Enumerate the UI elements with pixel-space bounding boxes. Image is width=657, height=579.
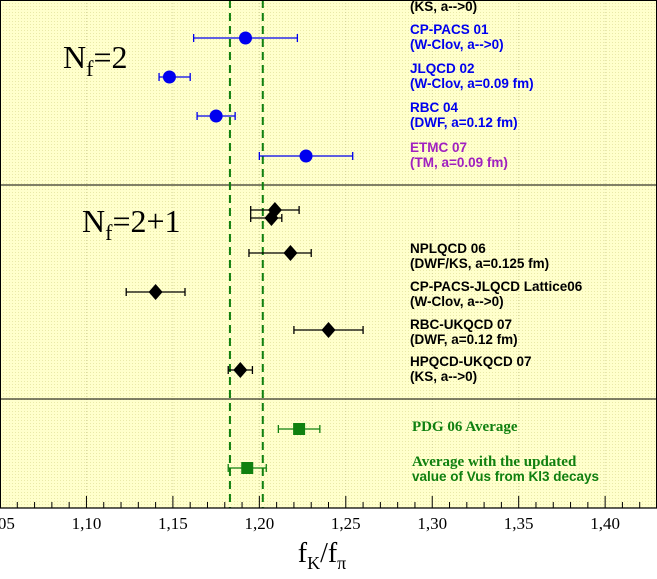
plot-background (0, 0, 657, 508)
point-name-label: RBC 04 (410, 100, 459, 115)
x-tick-label: 1,30 (417, 514, 447, 533)
point-detail-label: value of Vus from Kl3 decays (412, 469, 599, 484)
diamond-marker (283, 245, 298, 261)
square-marker (241, 462, 254, 474)
point-name-label: PDG 06 Average (412, 419, 518, 435)
point-name-label: JLQCD 02 (410, 61, 475, 76)
circle-marker (162, 70, 176, 84)
data-point: JLQCD 02(W-Clov, a=0.09 fm) (158, 61, 534, 91)
point-name-label: ETMC 07 (410, 140, 467, 155)
circle-marker (299, 149, 313, 163)
data-point: HPQCD-UKQCD 07(KS, a-->0) (227, 354, 532, 384)
group-label: Nf=2+1 (82, 203, 181, 245)
point-name-label: HPQCD-UKQCD 07 (410, 354, 532, 369)
data-point: RBC-UKQCD 07(DWF, a=0.12 fm) (293, 317, 518, 347)
point-detail-label: (KS, a-->0) (410, 0, 477, 14)
data-point: PDG 06 Average (277, 419, 518, 435)
point-detail-label: (DWF/KS, a=0.125 fm) (410, 256, 549, 271)
x-tick-label: 1,25 (331, 514, 361, 533)
point-name-label: RBC-UKQCD 07 (410, 317, 512, 332)
point-name-label: Average with the updated (412, 454, 577, 470)
point-detail-label: (TM, a=0.09 fm) (410, 155, 508, 170)
point-name-label: CP-PACS 01 (410, 22, 489, 37)
data-point: RBC 04(DWF, a=0.12 fm) (196, 100, 518, 130)
data-point: NPLQCD 06(DWF/KS, a=0.125 fm) (248, 241, 549, 271)
point-name-label: NPLQCD 06 (410, 241, 486, 256)
x-tick-label: 1,05 (0, 514, 15, 533)
x-tick-label: 1,15 (158, 514, 188, 533)
diamond-marker (148, 284, 163, 300)
group-label: Nf=2 (63, 39, 127, 81)
point-detail-label: (W-Clov, a=0.09 fm) (410, 76, 534, 91)
x-ticks: 1,05 1,10 1,15 1,20 1,25 1,30 1,35 1,40 (0, 496, 657, 533)
point-detail-label: (W-Clov, a-->0) (410, 294, 504, 309)
point-detail-label: (DWF, a=0.12 fm) (410, 332, 518, 347)
circle-marker (209, 109, 223, 123)
data-point: CP-PACS 01(W-Clov, a-->0) (192, 22, 504, 52)
circle-marker (239, 31, 253, 45)
point-detail-label: (DWF, a=0.12 fm) (410, 115, 518, 130)
x-tick-label: 1,20 (244, 514, 274, 533)
grid-lines (0, 0, 606, 508)
point-detail-label: (KS, a-->0) (410, 369, 477, 384)
diamond-marker (321, 322, 336, 338)
data-point (250, 210, 283, 226)
x-tick-label: 1,40 (590, 514, 620, 533)
point-name-label: CP-PACS-JLQCD Lattice06 (410, 279, 583, 294)
square-marker (293, 423, 306, 435)
data-point: CP-PACS-JLQCD Lattice06(W-Clov, a-->0) (125, 279, 583, 309)
diamond-marker (264, 210, 279, 226)
data-point: ETMC 07(TM, a=0.09 fm) (258, 140, 508, 170)
x-tick-label: 1,10 (72, 514, 102, 533)
x-tick-label: 1,35 (504, 514, 534, 533)
x-axis-label: fK/fπ (298, 538, 347, 573)
point-detail-label: (W-Clov, a-->0) (410, 37, 504, 52)
diamond-marker (233, 362, 248, 378)
